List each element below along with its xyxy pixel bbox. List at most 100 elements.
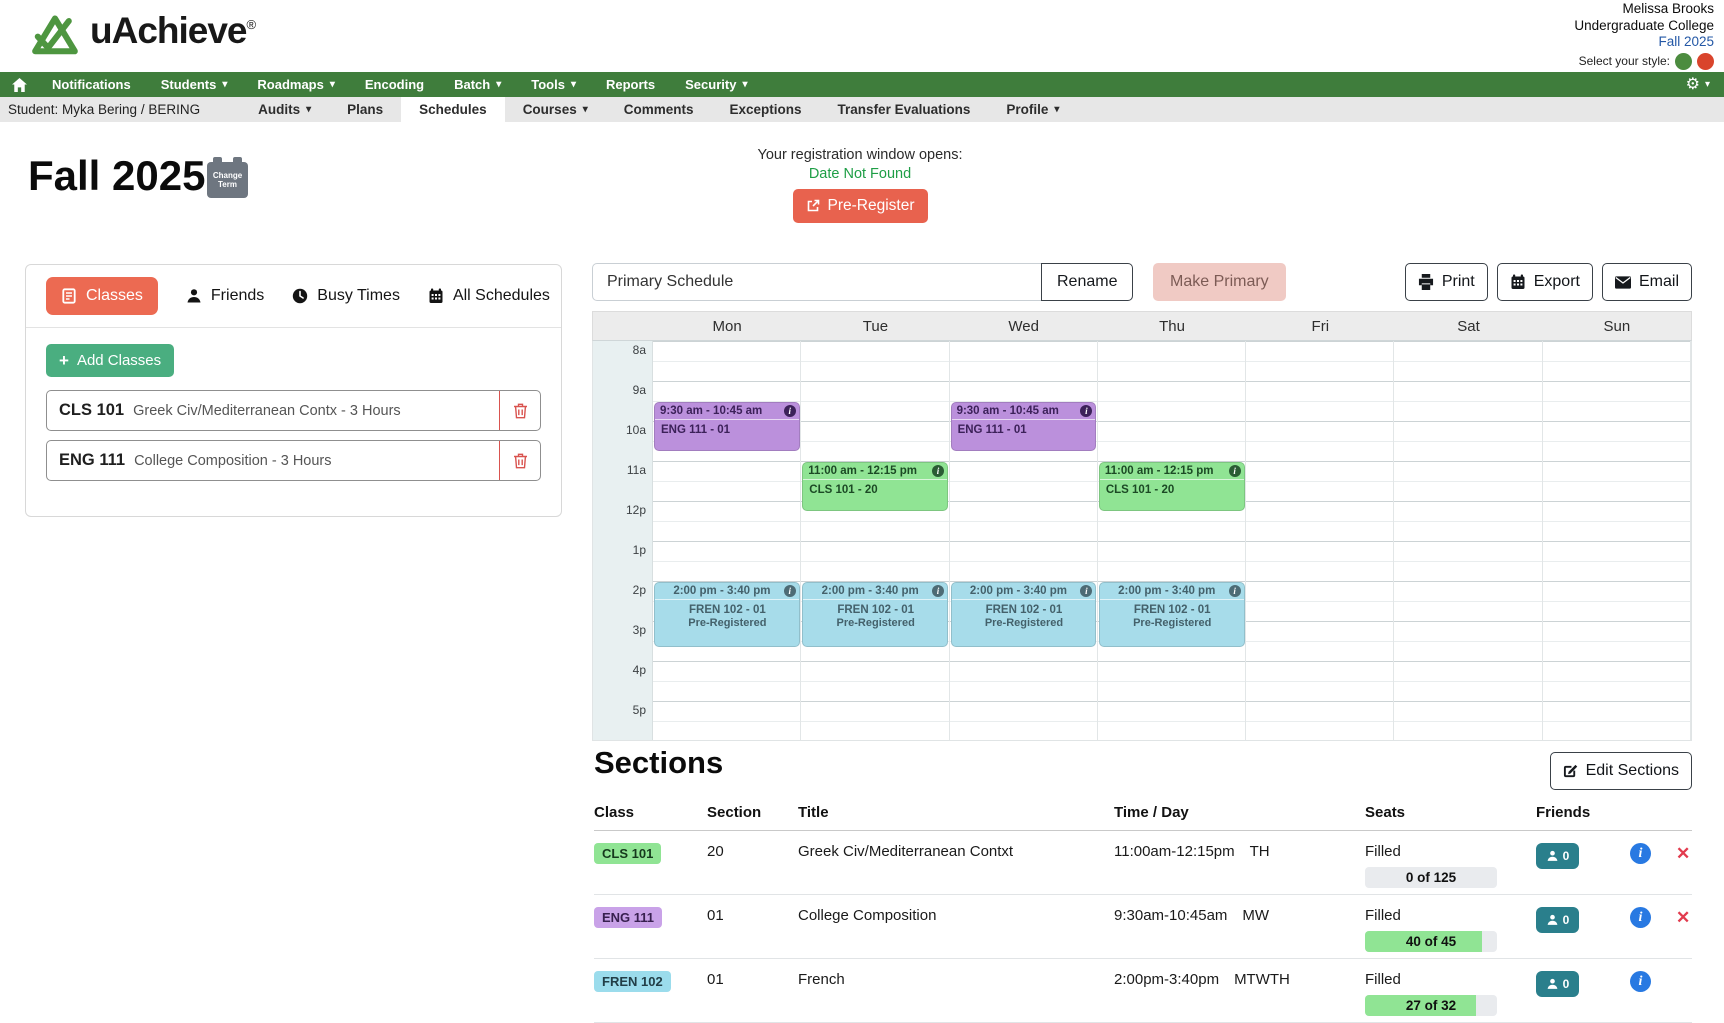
calendar-event-eng-111-01[interactable]: 9:30 am - 10:45 am i ENG 111 - 01 xyxy=(950,401,1097,451)
rename-button[interactable]: Rename xyxy=(1041,263,1134,301)
calendar-event-cls-101-20[interactable]: 11:00 am - 12:15 pm i CLS 101 - 20 xyxy=(802,461,949,511)
seats-status: Filled xyxy=(1365,971,1401,988)
nav-item-batch[interactable]: Batch ▾ xyxy=(439,72,516,97)
tab-friends[interactable]: Friends xyxy=(186,287,264,305)
section-info-button[interactable]: i xyxy=(1630,843,1651,864)
seats-cell: Filled 27 of 32 xyxy=(1365,971,1536,1016)
nav-item-students[interactable]: Students ▾ xyxy=(146,72,243,97)
registration-window-label: Your registration window opens: xyxy=(757,147,963,163)
calendar-day-column-thu[interactable] xyxy=(1098,341,1247,740)
remove-class-button[interactable] xyxy=(499,391,540,430)
subnav-tab-audits[interactable]: Audits ▾ xyxy=(240,97,329,122)
event-time: 2:00 pm - 3:40 pm xyxy=(969,584,1068,597)
remove-section-button[interactable]: ✕ xyxy=(1670,907,1690,928)
home-icon[interactable] xyxy=(12,77,27,92)
nav-item-security[interactable]: Security ▾ xyxy=(670,72,762,97)
column-header-time-day: Time / Day xyxy=(1114,804,1189,821)
sections-table-body: CLS 101 20 Greek Civ/Mediterranean Contxt 1… xyxy=(594,831,1692,1023)
schedule-name-input[interactable] xyxy=(592,263,1042,301)
subnav-tab-profile[interactable]: Profile ▾ xyxy=(988,97,1077,122)
calendar-day-column-sun[interactable] xyxy=(1543,341,1691,740)
event-time-row: 11:00 am - 12:15 pm i xyxy=(1099,463,1244,480)
calendar-event-fren-102-01[interactable]: 2:00 pm - 3:40 pm i FREN 102 - 01 Pre-Regis… xyxy=(950,581,1097,648)
calendar-event-cls-101-20[interactable]: 11:00 am - 12:15 pm i CLS 101 - 20 xyxy=(1098,461,1245,511)
print-button[interactable]: Print xyxy=(1404,263,1488,301)
info-icon[interactable]: i xyxy=(1228,584,1241,597)
export-button[interactable]: Export xyxy=(1496,263,1593,301)
event-label: FREN 102 - 01 xyxy=(837,603,915,616)
trash-icon xyxy=(513,403,528,419)
pre-register-button[interactable]: Pre-Register xyxy=(792,189,928,223)
nav-item-label: Notifications xyxy=(52,77,131,92)
seats-count: 0 of 125 xyxy=(1405,870,1457,885)
calendar-grid: 8a 9a 10a 11a 12p 1p 2p 3p 4p 5p 9:30 am - 10:45 a… xyxy=(592,341,1692,741)
calendar-event-fren-102-01[interactable]: 2:00 pm - 3:40 pm i FREN 102 - 01 Pre-Regis… xyxy=(654,581,800,648)
caret-down-icon: ▾ xyxy=(1704,78,1710,90)
info-icon[interactable]: i xyxy=(783,584,796,597)
tab-label: Friends xyxy=(210,287,265,304)
info-icon[interactable]: i xyxy=(932,464,945,477)
subnav-tab-transfer-evaluations[interactable]: Transfer Evaluations xyxy=(820,97,989,122)
calendar-event-eng-111-01[interactable]: 9:30 am - 10:45 am i ENG 111 - 01 xyxy=(654,401,800,451)
calendar-day-header: Mon Tue Wed Thu Fri Sat Sun xyxy=(592,311,1692,341)
calendar-day-column-fri[interactable] xyxy=(1246,341,1395,740)
change-term-button[interactable]: Change Term xyxy=(207,157,248,198)
event-label: FREN 102 - 01 xyxy=(985,603,1063,616)
calendar-day-column-wed[interactable] xyxy=(950,341,1098,740)
tab-classes[interactable]: Classes xyxy=(46,277,158,315)
nav-item-roadmaps[interactable]: Roadmaps ▾ xyxy=(242,72,350,97)
edit-sections-button[interactable]: Edit Sections xyxy=(1549,752,1692,790)
class-list: CLS 101 Greek Civ/Mediterranean Contx - 3… xyxy=(26,390,561,481)
subnav-tab-plans[interactable]: Plans xyxy=(329,97,401,122)
subnav-tab-exceptions[interactable]: Exceptions xyxy=(712,97,820,122)
info-icon[interactable]: i xyxy=(1228,464,1241,477)
calendar-event-fren-102-01[interactable]: 2:00 pm - 3:40 pm i FREN 102 - 01 Pre-Regis… xyxy=(1098,581,1245,648)
day-header-sat: Sat xyxy=(1457,317,1480,335)
nav-item-reports[interactable]: Reports xyxy=(591,72,670,97)
subnav-tab-schedules[interactable]: Schedules xyxy=(401,97,505,122)
subnav-tab-label: Plans xyxy=(347,102,384,117)
subnav-tab-comments[interactable]: Comments xyxy=(606,97,712,122)
schedule-controls: Rename Make Primary Print Export Email xyxy=(592,263,1692,301)
class-row-eng-111: ENG 111 College Composition - 3 Hours xyxy=(46,440,541,481)
tab-busy-times[interactable]: Busy Times xyxy=(292,287,400,305)
seats-status: Filled xyxy=(1365,907,1401,924)
app-title: uAchieve® xyxy=(90,10,256,51)
friends-count-button[interactable]: 0 xyxy=(1536,843,1579,869)
info-icon[interactable]: i xyxy=(932,584,945,597)
email-button[interactable]: Email xyxy=(1601,263,1692,301)
nav-item-encoding[interactable]: Encoding xyxy=(350,72,439,97)
section-info-button[interactable]: i xyxy=(1630,907,1651,928)
nav-settings[interactable]: ⚙ ▾ xyxy=(1686,76,1710,93)
calendar-day-column-tue[interactable] xyxy=(801,341,950,740)
calendar-icon xyxy=(428,288,444,304)
remove-section-button[interactable]: ✕ xyxy=(1670,843,1690,864)
info-icon[interactable]: i xyxy=(1080,584,1093,597)
info-icon[interactable]: i xyxy=(1080,404,1093,417)
tab-all-schedules[interactable]: All Schedules xyxy=(428,287,550,305)
nav-item-notifications[interactable]: Notifications xyxy=(37,72,146,97)
friends-count: 0 xyxy=(1562,977,1570,991)
style-green-dot[interactable] xyxy=(1675,52,1692,70)
friends-count-button[interactable]: 0 xyxy=(1536,907,1579,933)
trash-icon xyxy=(513,453,528,469)
nav-item-tools[interactable]: Tools ▾ xyxy=(516,72,591,97)
remove-class-button[interactable] xyxy=(499,441,540,480)
subnav-tab-courses[interactable]: Courses ▾ xyxy=(505,97,606,122)
student-subnav: Student: Myka Bering / BERING Audits ▾ Pla… xyxy=(0,97,1724,122)
current-term-link[interactable]: Fall 2025 xyxy=(1658,34,1714,49)
add-classes-button[interactable]: + Add Classes xyxy=(46,344,175,377)
friends-count-button[interactable]: 0 xyxy=(1536,971,1579,997)
calendar-event-fren-102-01[interactable]: 2:00 pm - 3:40 pm i FREN 102 - 01 Pre-Regis… xyxy=(802,581,949,648)
section-info-button[interactable]: i xyxy=(1630,971,1651,992)
style-red-dot[interactable] xyxy=(1697,52,1714,70)
event-time: 2:00 pm - 3:40 pm xyxy=(673,584,771,597)
nav-item-label: Encoding xyxy=(364,77,425,92)
section-time: 9:30am-10:45am xyxy=(1114,907,1228,924)
calendar-day-column-mon[interactable] xyxy=(653,341,802,740)
section-row-fren-102: FREN 102 01 French 2:00pm-3:40pm MTWTH Filled… xyxy=(594,959,1692,1023)
section-days: TH xyxy=(1249,843,1270,860)
info-icon[interactable]: i xyxy=(783,404,796,417)
make-primary-button[interactable]: Make Primary xyxy=(1153,263,1286,301)
calendar-day-column-sat[interactable] xyxy=(1394,341,1543,740)
